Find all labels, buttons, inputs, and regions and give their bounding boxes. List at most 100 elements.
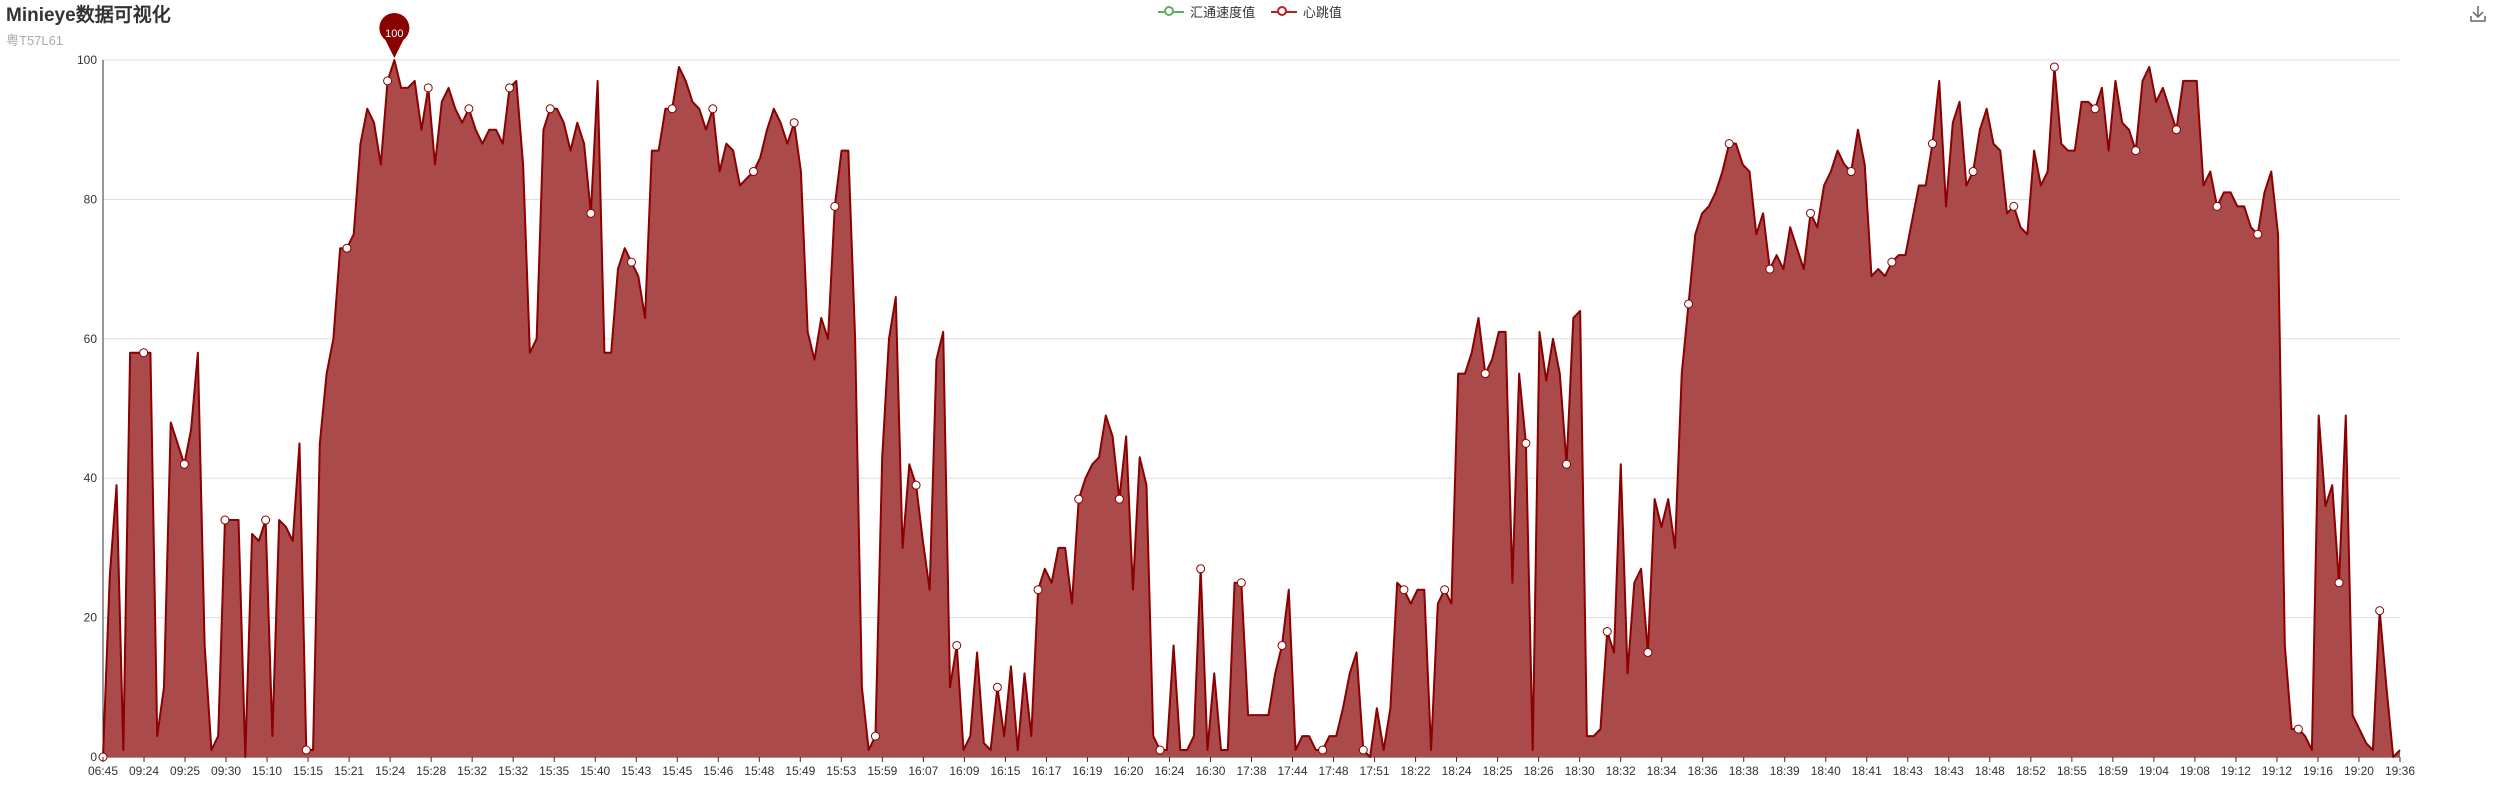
data-point-marker	[139, 348, 149, 358]
legend: 汇通速度值 心跳值	[0, 2, 2500, 22]
data-point-marker	[708, 104, 718, 114]
x-tick-label: 18:36	[1688, 764, 1718, 778]
x-tick-label: 17:51	[1360, 764, 1390, 778]
x-tick-label: 18:38	[1729, 764, 1759, 778]
x-tick-label: 17:38	[1236, 764, 1266, 778]
x-tick-label: 15:28	[416, 764, 446, 778]
data-point-marker	[1724, 139, 1734, 149]
x-tick-label: 09:24	[129, 764, 159, 778]
x-tick-label: 15:48	[744, 764, 774, 778]
data-point-marker	[1236, 578, 1246, 588]
x-tick-label: 15:49	[785, 764, 815, 778]
data-point-marker	[992, 682, 1002, 692]
data-point-marker	[748, 167, 758, 177]
x-tick-label: 18:43	[1893, 764, 1923, 778]
data-point-marker	[1114, 494, 1124, 504]
data-point-marker	[1684, 299, 1694, 309]
data-point-marker	[1521, 438, 1531, 448]
data-point-marker	[423, 83, 433, 93]
x-tick-label: 18:43	[1934, 764, 1964, 778]
x-tick-label: 15:10	[252, 764, 282, 778]
x-tick-label: 18:22	[1401, 764, 1431, 778]
chart-title: Minieye数据可视化	[6, 5, 171, 26]
x-tick-label: 15:32	[498, 764, 528, 778]
x-tick-label: 16:19	[1072, 764, 1102, 778]
y-tick-label: 0	[90, 750, 97, 764]
data-point-marker	[2090, 104, 2100, 114]
legend-item-speed[interactable]: 汇通速度值	[1158, 2, 1255, 21]
x-tick-label: 19:12	[2221, 764, 2251, 778]
data-point-marker	[627, 257, 637, 267]
y-tick-label: 40	[84, 471, 98, 485]
data-point-marker	[545, 104, 555, 114]
x-tick-label: 19:12	[2262, 764, 2292, 778]
x-tick-label: 15:24	[375, 764, 405, 778]
max-point-pin	[379, 13, 410, 59]
data-point-marker	[789, 118, 799, 128]
data-point-marker	[830, 201, 840, 211]
x-tick-label: 18:39	[1770, 764, 1800, 778]
x-tick-label: 18:34	[1647, 764, 1677, 778]
x-tick-label: 18:26	[1524, 764, 1554, 778]
data-point-marker	[1358, 745, 1368, 755]
data-point-marker	[1196, 564, 1206, 574]
x-tick-label: 15:45	[662, 764, 692, 778]
data-point-marker	[1968, 167, 1978, 177]
data-point-marker	[261, 515, 271, 525]
data-point-marker	[1887, 257, 1897, 267]
x-tick-label: 18:59	[2098, 764, 2128, 778]
x-tick-label: 17:48	[1319, 764, 1349, 778]
legend-swatch-heartbeat	[1270, 5, 1297, 19]
data-point-marker	[383, 76, 393, 86]
heartbeat-line	[102, 59, 2401, 758]
x-tick-label: 15:21	[334, 764, 364, 778]
data-point-marker	[1318, 745, 1328, 755]
data-point-marker	[1806, 208, 1816, 218]
x-tick-label: 18:48	[1975, 764, 2005, 778]
x-tick-label: 15:15	[293, 764, 323, 778]
x-tick-label: 19:16	[2303, 764, 2333, 778]
x-tick-label: 09:30	[211, 764, 241, 778]
data-point-marker	[1440, 585, 1450, 595]
x-tick-label: 15:32	[457, 764, 487, 778]
legend-label-speed: 汇通速度值	[1190, 5, 1256, 20]
data-point-marker	[1643, 647, 1653, 657]
download-icon[interactable]	[2468, 4, 2488, 24]
data-point-marker	[1602, 627, 1612, 637]
data-point-marker	[220, 515, 230, 525]
data-point-marker	[2375, 606, 2385, 616]
x-tick-label: 15:35	[539, 764, 569, 778]
x-tick-label: 18:52	[2016, 764, 2046, 778]
y-tick-label: 20	[84, 611, 98, 625]
x-tick-label: 16:30	[1195, 764, 1225, 778]
legend-item-heartbeat[interactable]: 心跳值	[1270, 2, 1342, 21]
data-point-marker	[2009, 201, 2019, 211]
data-point-marker	[1846, 167, 1856, 177]
x-tick-label: 15:43	[621, 764, 651, 778]
data-point-marker	[1399, 585, 1409, 595]
x-tick-label: 16:17	[1031, 764, 1061, 778]
data-point-marker	[586, 208, 596, 218]
data-point-marker	[2171, 125, 2181, 135]
x-tick-label: 19:08	[2180, 764, 2210, 778]
heartbeat-area	[103, 60, 2400, 757]
data-point-marker	[1765, 264, 1775, 274]
x-tick-label: 15:46	[703, 764, 733, 778]
max-point-label: 100	[385, 28, 403, 40]
x-tick-label: 15:59	[867, 764, 897, 778]
data-point-marker	[1562, 459, 1572, 469]
x-tick-label: 18:41	[1852, 764, 1882, 778]
x-tick-label: 16:07	[908, 764, 938, 778]
data-point-marker	[952, 640, 962, 650]
x-tick-label: 06:45	[88, 764, 118, 778]
x-tick-label: 16:20	[1113, 764, 1143, 778]
data-point-marker	[870, 731, 880, 741]
data-point-marker	[1155, 745, 1165, 755]
data-point-marker	[1074, 494, 1084, 504]
y-tick-label: 60	[84, 332, 98, 346]
data-point-marker	[505, 83, 515, 93]
x-tick-label: 09:25	[170, 764, 200, 778]
x-tick-label: 19:20	[2344, 764, 2374, 778]
data-point-marker	[301, 745, 311, 755]
